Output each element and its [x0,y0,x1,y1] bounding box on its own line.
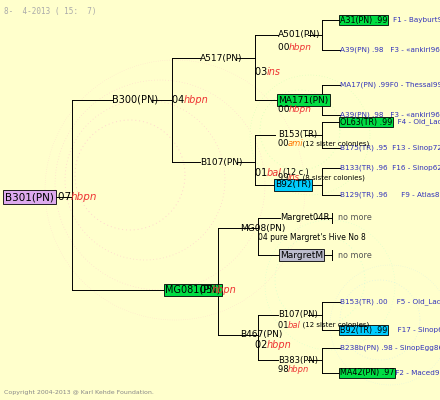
Text: 04 pure Margret's Hive No 8: 04 pure Margret's Hive No 8 [258,234,366,242]
Text: B383(PN): B383(PN) [278,356,318,364]
Text: B92(TR) .99: B92(TR) .99 [340,326,387,334]
Text: A31(PN) .99: A31(PN) .99 [340,16,388,24]
Text: B467(PN): B467(PN) [240,330,282,340]
Text: hbpn: hbpn [288,366,309,374]
Text: 01: 01 [278,320,291,330]
Text: hbpn: hbpn [183,95,208,105]
Text: B300(PN): B300(PN) [112,95,158,105]
Text: F2 - Maced95R: F2 - Maced95R [393,370,440,376]
Text: (12 sister colonies): (12 sister colonies) [298,322,369,328]
Text: 01: 01 [255,168,270,178]
Text: 8-  4-2013 ( 15:  7): 8- 4-2013 ( 15: 7) [4,7,96,16]
Text: B107(PN): B107(PN) [200,158,242,166]
Text: F17 - Sinop62R: F17 - Sinop62R [393,327,440,333]
Text: OL63(TR) .99: OL63(TR) .99 [340,118,392,126]
Text: B238b(PN) .98 - SinopEgg86R: B238b(PN) .98 - SinopEgg86R [340,345,440,351]
Text: no more: no more [333,250,372,260]
Text: 00: 00 [278,140,291,148]
Text: bal: bal [288,320,301,330]
Text: MA171(PN): MA171(PN) [278,96,328,104]
Text: (8 sister colonies): (8 sister colonies) [298,175,365,181]
Text: 07: 07 [58,192,74,202]
Text: 00: 00 [278,106,292,114]
Text: ins: ins [288,174,300,182]
Text: B153(TR): B153(TR) [278,130,317,140]
Text: A517(PN): A517(PN) [200,54,242,62]
Text: B175(TR) .95  F13 - Sinop72R: B175(TR) .95 F13 - Sinop72R [340,145,440,151]
Text: no more: no more [333,214,372,222]
Text: hbpn: hbpn [267,340,291,350]
Text: A39(PN) .98   F3 - «ankiri96R: A39(PN) .98 F3 - «ankiri96R [340,112,440,118]
Text: B107(PN): B107(PN) [278,310,318,320]
Text: (12 sister colonies): (12 sister colonies) [298,141,369,147]
Text: B153(TR) .00    F5 - Old_Lady: B153(TR) .00 F5 - Old_Lady [340,299,440,305]
Text: F1 - Bayburt98-3R: F1 - Bayburt98-3R [393,17,440,23]
Text: hbpn: hbpn [70,192,97,202]
Text: 02: 02 [255,340,271,350]
Text: 00: 00 [278,42,292,52]
Text: ins: ins [267,67,281,77]
Text: Margret04R: Margret04R [280,214,330,222]
Text: 04: 04 [172,95,187,105]
Text: F4 - Old_Lady: F4 - Old_Lady [393,119,440,125]
Text: A39(PN) .98   F3 - «ankiri96R: A39(PN) .98 F3 - «ankiri96R [340,47,440,53]
Text: B129(TR) .96      F9 - Atlas85R: B129(TR) .96 F9 - Atlas85R [340,192,440,198]
Text: 99: 99 [278,174,291,182]
Text: MG081(PN): MG081(PN) [165,285,220,295]
Text: MG08(PN): MG08(PN) [240,224,286,232]
Text: MargretM: MargretM [280,250,323,260]
Text: Copyright 2004-2013 @ Karl Kehde Foundation.: Copyright 2004-2013 @ Karl Kehde Foundat… [4,390,154,395]
Text: hbpn: hbpn [289,42,312,52]
Text: B92(TR): B92(TR) [275,180,311,190]
Text: B133(TR) .96  F16 - Sinop62R: B133(TR) .96 F16 - Sinop62R [340,165,440,171]
Text: hbpn: hbpn [289,106,312,114]
Text: 98: 98 [278,366,291,374]
Text: A501(PN): A501(PN) [278,30,320,40]
Text: hbpn: hbpn [212,285,236,295]
Text: B301(PN): B301(PN) [5,192,54,202]
Text: ami: ami [288,140,304,148]
Text: 05: 05 [200,285,216,295]
Text: MA42(PN) .97: MA42(PN) .97 [340,368,395,378]
Text: 03: 03 [255,67,270,77]
Text: bal: bal [267,168,282,178]
Text: MA17(PN) .99F0 - Thessal99R: MA17(PN) .99F0 - Thessal99R [340,82,440,88]
Text: (12 c.): (12 c.) [278,168,309,178]
